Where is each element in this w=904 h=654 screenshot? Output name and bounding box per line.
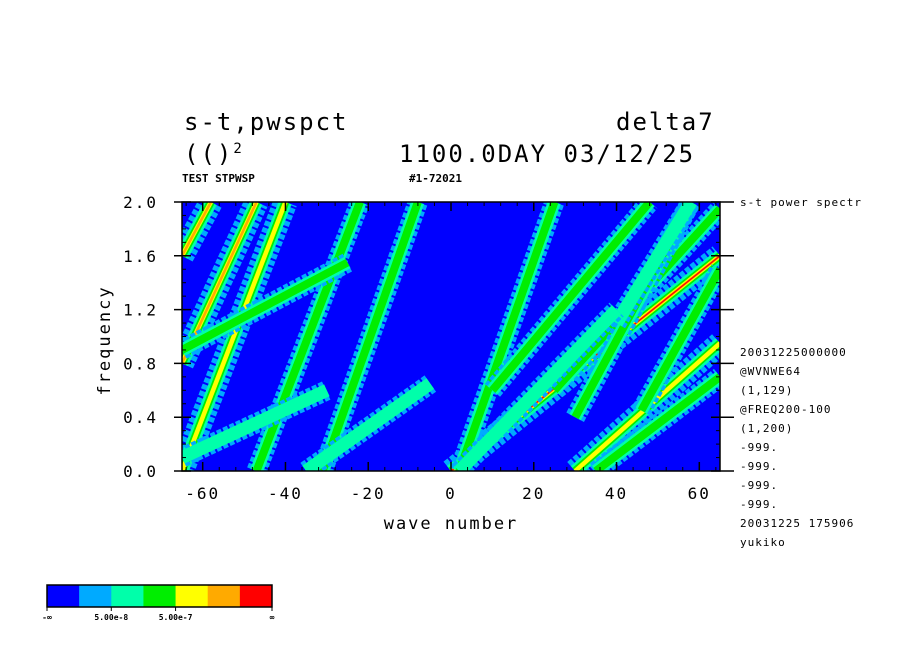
ridge-band bbox=[318, 202, 422, 471]
colorbar-tick-label: ∞ bbox=[270, 613, 275, 622]
colorbar-swatch bbox=[175, 585, 209, 607]
ridge-band bbox=[182, 202, 288, 471]
ridge-band bbox=[252, 202, 364, 471]
ridge-band bbox=[637, 267, 720, 413]
ridge-band bbox=[593, 373, 720, 471]
x-tick-label: -40 bbox=[268, 484, 303, 503]
y-tick-label: 0.0 bbox=[123, 462, 158, 481]
colorbar-swatch bbox=[239, 585, 273, 607]
side-top-label: s-t power spectr bbox=[740, 196, 862, 209]
ridge-layer bbox=[182, 202, 720, 471]
x-tick-label: 20 bbox=[522, 484, 545, 503]
ridge-band bbox=[182, 202, 213, 257]
y-tick-label: 0.4 bbox=[123, 408, 158, 427]
side-line: yukiko bbox=[740, 536, 786, 549]
y-tick-label: 0.8 bbox=[123, 354, 158, 373]
side-line: @FREQ200-100 bbox=[740, 403, 832, 416]
x-tick-label: 60 bbox=[688, 484, 711, 503]
x-tick-label: 0 bbox=[445, 484, 457, 503]
y-tick-label: 2.0 bbox=[123, 193, 158, 212]
ridge-band bbox=[182, 384, 330, 464]
side-info-block: 20031225000000 @WVNWE64 (1,129) @FREQ200… bbox=[740, 346, 854, 555]
colorbar-swatch bbox=[111, 585, 144, 607]
side-line: (1,129) bbox=[740, 384, 794, 397]
x-axis-label: wave number bbox=[384, 514, 519, 534]
test-label: TEST STPWSP bbox=[182, 172, 255, 185]
x-tick-label: 40 bbox=[605, 484, 628, 503]
ridge-band bbox=[182, 258, 350, 354]
colorbar-tick-label: 5.00e-7 bbox=[159, 613, 193, 622]
colorbar-tick-label: 5.00e-8 bbox=[94, 613, 128, 622]
colorbar-swatch bbox=[47, 585, 80, 607]
subtitle-left: (()2 bbox=[184, 142, 244, 166]
side-line: (1,200) bbox=[740, 422, 794, 435]
ridge-band bbox=[455, 202, 559, 471]
colorbar-frame bbox=[46, 584, 273, 608]
ridge-band bbox=[302, 378, 435, 471]
side-line: 20031225000000 bbox=[740, 346, 847, 359]
side-line: -999. bbox=[740, 460, 779, 473]
side-line: -999. bbox=[740, 441, 779, 454]
ridge-band bbox=[489, 202, 653, 393]
title-left: s-t,pwspct bbox=[184, 108, 349, 136]
side-line: -999. bbox=[740, 498, 779, 511]
colorbar-swatch bbox=[207, 585, 241, 607]
x-tick-label: -20 bbox=[351, 484, 386, 503]
colorbar-tick-label: -∞ bbox=[42, 613, 52, 622]
side-line: -999. bbox=[740, 479, 779, 492]
colorbar-swatch bbox=[143, 585, 177, 607]
subtitle-left-superscript: 2 bbox=[233, 141, 244, 157]
y-tick-label: 1.6 bbox=[123, 247, 158, 266]
y-axis-label: frequency bbox=[95, 285, 115, 395]
ridge-band bbox=[611, 202, 697, 327]
run-id: #1-72021 bbox=[409, 172, 462, 185]
x-tick-label: -60 bbox=[185, 484, 220, 503]
y-tick-label: 1.2 bbox=[123, 301, 158, 320]
side-line: 20031225 175906 bbox=[740, 517, 855, 530]
subtitle-left-text: (() bbox=[184, 140, 234, 168]
title-right: delta7 bbox=[616, 108, 715, 136]
ridge-band bbox=[454, 305, 622, 471]
subtitle-right: 1100.0DAY 03/12/25 bbox=[399, 140, 696, 168]
colorbar-swatch bbox=[79, 585, 112, 607]
side-line: @WVNWE64 bbox=[740, 365, 801, 378]
